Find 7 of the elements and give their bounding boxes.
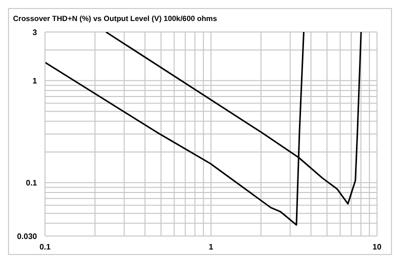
y-tick-label: 3 xyxy=(32,28,38,37)
x-tick-label: 1 xyxy=(208,242,214,252)
y-tick-label: 1 xyxy=(32,76,38,86)
y-tick-label: 0.030 xyxy=(16,232,38,241)
x-tick-label: 0.1 xyxy=(39,242,52,252)
y-tick-label: 0.1 xyxy=(26,178,38,188)
x-tick-label: 10 xyxy=(372,242,382,252)
